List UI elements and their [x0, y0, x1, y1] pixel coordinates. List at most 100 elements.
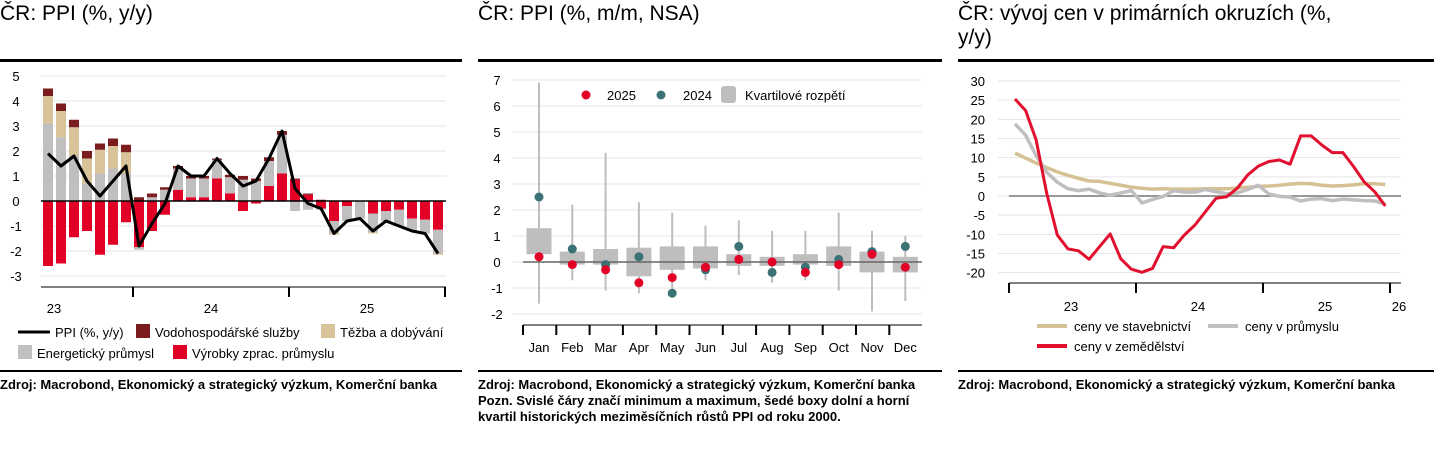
bar-manufacturing [134, 201, 144, 248]
quartile-box [792, 254, 818, 265]
y-tick-label: 1 [12, 169, 19, 184]
bar-manufacturing [69, 201, 79, 238]
bar-manufacturing [329, 201, 339, 221]
chart-ppi-mm: 7 6 5 4 3 2 1 0 -1 -2 Jan Feb Mar Apr May Jun Jul Aug Sep O… [491, 73, 922, 355]
dot-2024 [667, 288, 677, 298]
bar-water [56, 103, 66, 111]
y-tick-label: 0 [493, 255, 500, 270]
y-tick-label: 2 [493, 203, 500, 218]
y-tick-label: 6 [493, 99, 500, 114]
legend-label: ceny ve stavebnictví [1074, 319, 1191, 334]
y-tick-label: 5 [978, 170, 985, 185]
line-construction [1014, 151, 1386, 191]
legend-label: PPI (%, y/y) [55, 325, 124, 340]
chart-primary-prices: 30 25 20 15 10 5 0 -5 -10 -15 -20 23 24 25 26 ceny ve s… [966, 74, 1406, 354]
dot-2025 [701, 262, 710, 272]
legend-dot-2024 [656, 90, 666, 100]
bar-energy [147, 197, 157, 201]
dot-2025 [834, 260, 844, 270]
bar-manufacturing [160, 201, 170, 215]
bar-energy [277, 134, 287, 174]
y-tick-label: 7 [493, 73, 500, 88]
y-tick-label: 10 [971, 151, 985, 166]
chart-title: ČR: PPI (%, y/y) [0, 2, 153, 25]
bar-energy [43, 123, 53, 201]
y-tick-label: -5 [973, 208, 985, 223]
dot-2025 [667, 273, 677, 283]
note-text: Pozn. Svislé čáry značí minimum a maximu… [478, 393, 910, 424]
divider [478, 370, 942, 372]
dot-2025 [800, 267, 810, 277]
chart-ppi-yy: 5 4 3 2 1 0 -1 -2 -3 23 24 25 PPI (%, y/y) Vodohospod… [10, 69, 446, 361]
x-tick-label: Nov [860, 340, 884, 355]
bar-manufacturing [277, 173, 287, 201]
source-note: Zdroj: Macrobond, Ekonomický a strategic… [958, 377, 1396, 392]
y-tick-label: 0 [12, 194, 19, 209]
y-tick-label: -15 [966, 246, 985, 261]
line-ppi [46, 129, 440, 255]
bar-energy [407, 218, 417, 231]
y-tick-label: 30 [971, 74, 985, 89]
x-tick-label: Jul [730, 340, 747, 355]
bar-water [225, 174, 235, 178]
dot-2025 [601, 265, 611, 275]
divider [958, 59, 1434, 62]
x-tick-label: Mar [594, 340, 617, 355]
bar-water [147, 193, 157, 198]
source-note: Zdroj: Macrobond, Ekonomický a strategic… [478, 377, 942, 425]
bar-energy [225, 177, 235, 194]
bar-manufacturing [433, 201, 443, 230]
quartile-box [593, 249, 619, 265]
panel-ppi-yy: ČR: PPI (%, y/y) 5 4 3 2 1 0 -1 -2 -3 23 24 25 PPI (… [0, 0, 462, 466]
y-tick-label: 4 [12, 94, 19, 109]
bar-manufacturing [225, 193, 235, 201]
bar-mining [82, 158, 92, 184]
x-tick-label: 23 [47, 301, 61, 316]
dot-2025 [867, 249, 877, 259]
bar-manufacturing [82, 201, 92, 231]
legend-swatch [321, 324, 335, 338]
dot-2025 [534, 252, 544, 262]
x-tick-label: 26 [1392, 299, 1406, 314]
x-tick-label: Sep [794, 340, 817, 355]
bar-energy [394, 209, 404, 226]
bar-mining [69, 127, 79, 156]
line-industry [1013, 122, 1386, 206]
bar-energy [199, 178, 209, 198]
divider [0, 370, 462, 372]
x-tick-label: Aug [761, 340, 784, 355]
dot-2025 [900, 262, 910, 272]
bar-manufacturing [238, 201, 248, 211]
bar-manufacturing [212, 178, 222, 201]
source-note: Zdroj: Macrobond, Ekonomický a strategic… [0, 377, 438, 392]
quartile-box [526, 228, 552, 255]
x-tick-label: Jun [695, 340, 716, 355]
legend-swatch [136, 324, 150, 338]
bar-manufacturing [43, 201, 53, 266]
chart-title: ČR: vývoj cen v primárních okruzích (%, … [958, 2, 1434, 50]
legend-box [721, 86, 736, 103]
x-tick-label: 25 [360, 301, 374, 316]
bar-energy [160, 189, 170, 201]
bar-water [160, 187, 170, 190]
bar-water [108, 138, 118, 146]
bar-energy [95, 173, 105, 201]
x-tick-label: May [660, 340, 685, 355]
bar-water [95, 143, 105, 150]
legend-label: Energetický průmysl [37, 346, 154, 361]
bar-energy [368, 213, 378, 233]
bar-manufacturing [407, 201, 417, 219]
y-tick-label: 0 [978, 189, 985, 204]
bar-manufacturing [420, 201, 430, 220]
bar-mining [108, 146, 118, 169]
x-tick-label: 24 [1191, 299, 1205, 314]
legend-label: 2025 [607, 88, 636, 103]
bar-energy [329, 221, 339, 234]
title-line: ČR: vývoj cen v primárních okruzích (%, [958, 2, 1332, 25]
legend-label: ceny v průmyslu [1245, 319, 1339, 334]
dot-2024 [900, 241, 910, 251]
x-tick-label: Oct [829, 340, 850, 355]
bar-water [134, 197, 144, 201]
bar-manufacturing [199, 197, 209, 201]
y-tick-label: 5 [12, 69, 19, 84]
